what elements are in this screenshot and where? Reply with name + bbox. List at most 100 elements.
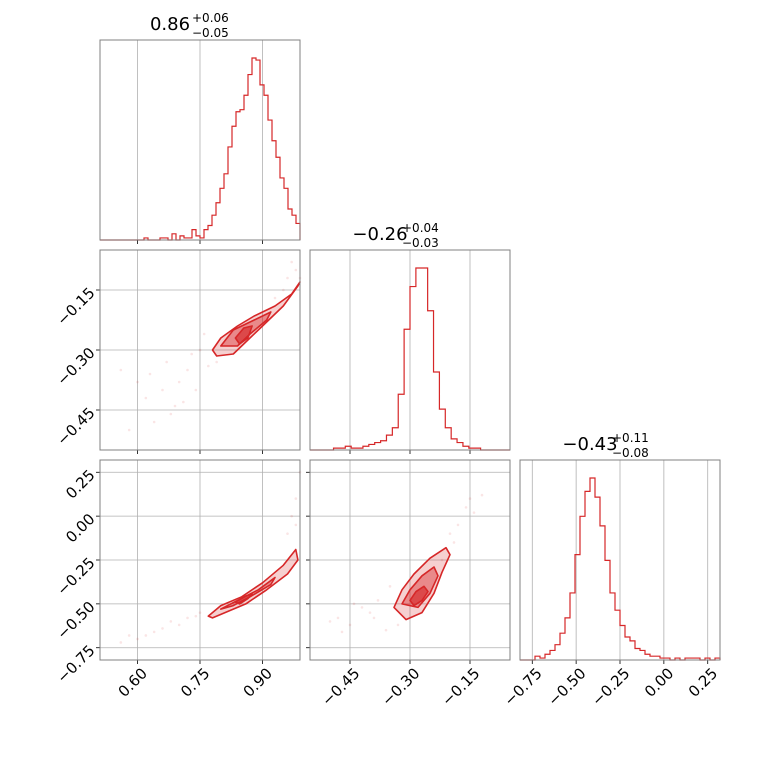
ytick-label-2: −0.50 xyxy=(53,598,98,643)
panel-r2-c0-sample-point xyxy=(286,532,289,535)
xtick-label-2: −0.25 xyxy=(588,664,633,709)
panel-r2-c1-sample-point xyxy=(480,493,484,497)
panel-r1-c0-sample-point xyxy=(119,368,123,372)
panel-r2-c0-sample-point xyxy=(194,614,198,618)
xtick-label-1: −0.45 xyxy=(318,664,363,709)
panel-r2-c0-sample-point xyxy=(136,637,139,641)
panel-r1-c0-sample-point xyxy=(215,360,218,364)
xtick-label-0: 0.75 xyxy=(177,664,213,700)
ytick-label-2: 0.25 xyxy=(62,466,98,502)
ytick-label-1: −0.30 xyxy=(53,344,98,389)
panel-r1-c0-sample-point xyxy=(165,360,168,364)
panel-r1-c0-sample-point xyxy=(186,368,189,372)
panel-r1-c0-frame xyxy=(99,249,301,451)
frame-layer xyxy=(96,39,721,664)
panel-r2-c1-sample-point xyxy=(396,623,400,627)
panel-r2-c1-sample-point xyxy=(456,523,460,527)
panel-r2-c0-sample-point xyxy=(186,616,189,620)
panel-r2-c1-contour-1 xyxy=(401,566,439,609)
title-plus-1: +0.04 xyxy=(402,221,439,235)
panel-r1-c0-sample-point xyxy=(286,276,289,280)
title-minus-1: −0.03 xyxy=(402,236,439,250)
panel-r1-c0-sample-point xyxy=(173,404,177,408)
ytick-label-2: −0.25 xyxy=(53,554,98,599)
panel-r2-c1-frame xyxy=(309,459,511,661)
panel-r2-c1-contour-0 xyxy=(393,546,451,621)
panel-r2-c0-sample-point xyxy=(169,620,173,623)
xtick-label-2: −0.75 xyxy=(500,664,545,709)
panel-r2-c1-sample-point xyxy=(340,630,344,634)
panel-r2-c1-sample-point xyxy=(464,506,468,509)
panel-r2-c0-sample-point xyxy=(198,611,202,614)
xtick-label-2: −0.50 xyxy=(544,664,589,709)
panel-r1-c0-sample-point xyxy=(161,388,164,392)
xtick-label-2: 0.25 xyxy=(685,664,721,700)
panel-r2-c1-sample-point xyxy=(368,611,372,614)
title-median-1: −0.26 xyxy=(352,224,407,245)
label-layer: 0.86 +0.06−0.05−0.45−0.30−0.15−0.26+0.04−… xyxy=(53,11,721,710)
xtick-label-1: −0.30 xyxy=(378,664,423,709)
panel-r1-c0-sample-point xyxy=(177,380,181,384)
panel-r0-c0-frame xyxy=(99,39,301,241)
panel-r2-c1-sample-point xyxy=(352,602,356,606)
panel-r2-c0-sample-point xyxy=(290,514,293,518)
panel-r1-c0-sample-point xyxy=(152,420,156,424)
panel-r1-c0-sample-point xyxy=(136,380,139,384)
panel-r2-c0-contour-2 xyxy=(234,593,253,605)
panel-r2-c0-sample-point xyxy=(177,623,181,627)
panel-r1-c0-sample-point xyxy=(294,268,298,272)
title-plus-0: +0.06 xyxy=(192,11,229,25)
title-minus-2: −0.08 xyxy=(612,446,649,460)
panel-r1-c0-sample-point xyxy=(198,348,202,352)
panel-r2-c1-sample-point xyxy=(360,606,364,609)
panel-r1-c0-sample-point xyxy=(207,364,210,368)
panel-r1-c0-sample-point xyxy=(194,388,198,392)
panel-r1-c0-contour-2 xyxy=(234,325,253,345)
panel-r2-c2-frame xyxy=(519,459,721,661)
panel-r2-c0-sample-point xyxy=(294,523,298,527)
ytick-label-1: −0.15 xyxy=(53,284,98,329)
panel-r1-c0-sample-point xyxy=(182,400,185,404)
panel-r2-c0-sample-point xyxy=(144,634,148,637)
panel-r2-c0-frame xyxy=(99,459,301,661)
grid-layer xyxy=(100,40,709,660)
panel-r2-c1-sample-point xyxy=(448,532,452,535)
title-plus-2: +0.11 xyxy=(612,431,649,445)
panel-r2-c1-sample-point xyxy=(336,616,340,620)
panel-r1-c0-sample-point xyxy=(282,288,285,292)
panel-r2-c1-sample-point xyxy=(452,541,456,544)
xtick-label-0: 0.90 xyxy=(240,664,276,700)
title-minus-0: −0.05 xyxy=(192,26,229,40)
xtick-label-0: 0.60 xyxy=(115,664,151,700)
panel-r1-c0-sample-point xyxy=(202,332,206,336)
panel-r2-c1-sample-point xyxy=(376,599,380,602)
panel-r2-c0-sample-point xyxy=(119,641,123,644)
histogram-2 xyxy=(520,477,721,661)
panel-r2-c1-sample-point xyxy=(328,620,332,623)
panel-r1-c0-sample-point xyxy=(273,296,277,300)
panel-r2-c1-sample-point xyxy=(472,511,476,514)
histogram-1 xyxy=(310,267,510,451)
panel-r1-c0-sample-point xyxy=(127,428,131,432)
ytick-label-1: −0.45 xyxy=(53,404,98,449)
panel-r2-c1-sample-point xyxy=(384,628,388,632)
panel-r2-c1-sample-point xyxy=(372,616,376,620)
panel-r2-c1-sample-point xyxy=(468,497,472,500)
panel-r2-c0-sample-point xyxy=(127,634,131,637)
panel-r1-c0-sample-point xyxy=(290,260,293,264)
panel-r1-c0-sample-point xyxy=(144,396,148,400)
ytick-label-2: −0.75 xyxy=(53,642,98,687)
title-median-2: −0.43 xyxy=(562,434,617,455)
panel-r1-c0-sample-point xyxy=(190,352,193,356)
xtick-label-1: −0.15 xyxy=(438,664,483,709)
panel-r2-c1-sample-point xyxy=(348,623,352,627)
panel-r2-c0-contour-0 xyxy=(207,548,299,619)
panel-r1-c0-sample-point xyxy=(148,372,152,376)
title-median-0: 0.86 xyxy=(150,14,190,35)
panel-r2-c1-sample-point xyxy=(388,585,392,588)
panel-r2-c0-sample-point xyxy=(152,630,156,634)
panel-r1-c1-frame xyxy=(309,249,511,451)
panel-r2-c0-sample-point xyxy=(161,627,164,630)
panel-r2-c1-sample-point xyxy=(440,558,444,562)
